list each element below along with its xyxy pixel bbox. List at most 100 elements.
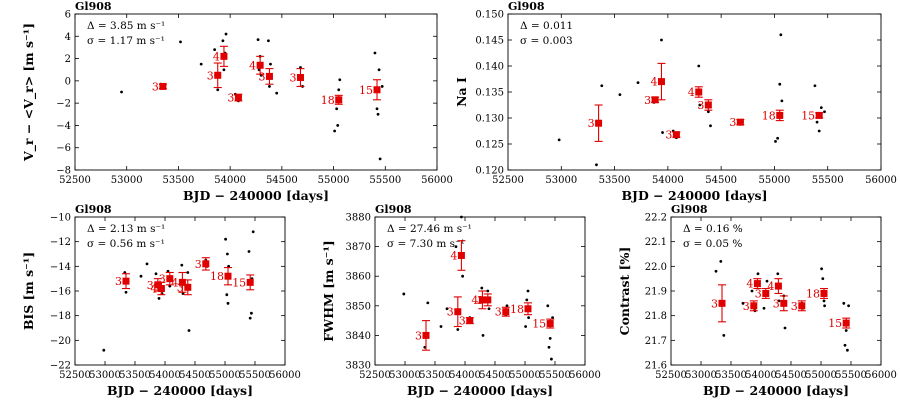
stat-annotation: σ = 0.003 [520, 35, 573, 47]
data-point [780, 99, 784, 103]
data-point [335, 107, 339, 111]
data-point [481, 334, 485, 337]
data-point [697, 64, 701, 68]
data-point [251, 230, 255, 234]
epoch-mean-marker [466, 317, 474, 325]
data-point [224, 237, 228, 241]
epoch-count-label: 15 [532, 318, 546, 331]
data-point [154, 272, 158, 276]
x-tick-label: 53500 [163, 175, 195, 186]
epoch-count-label: 3 [177, 281, 184, 294]
data-point [402, 292, 406, 296]
x-tick-label: 52500 [59, 175, 91, 186]
epoch-mean-marker [234, 94, 242, 102]
chart-panel-5: 5250053000535005400054500550005550056000… [617, 203, 897, 398]
y-tick-label: 3850 [346, 301, 371, 312]
x-tick-label: 52500 [359, 370, 391, 381]
epoch-count-label: 4 [650, 76, 657, 89]
y-axis-title: V_r − <V_r> [m s⁻¹] [21, 23, 37, 162]
epoch-count-label: 18 [210, 270, 224, 283]
stat-annotation: σ = 7.30 m s⁻¹ [387, 238, 465, 250]
x-tick-label: 54500 [705, 175, 737, 186]
data-point [336, 124, 340, 127]
epoch-mean-marker [178, 278, 186, 286]
data-point [187, 329, 191, 332]
y-tick-label: 21.8 [645, 311, 667, 322]
data-point [375, 107, 379, 111]
epoch-mean-marker [202, 260, 210, 268]
epoch-mean-marker [736, 118, 744, 126]
stat-annotation: Δ = 3.85 m s⁻¹ [87, 20, 165, 32]
data-point [815, 120, 819, 124]
data-point [846, 348, 849, 352]
epoch-mean-marker [776, 111, 784, 119]
epoch-count-label: 18 [510, 303, 524, 316]
y-axis-title: FWHM [m s⁻¹] [321, 240, 336, 341]
data-point [247, 250, 251, 253]
epoch-count-label: 3 [415, 329, 422, 342]
epoch-mean-marker [750, 302, 758, 310]
epoch-count-label: 4 [249, 59, 256, 72]
data-point [157, 297, 161, 300]
data-point [661, 131, 664, 134]
epoch-mean-marker [154, 281, 162, 289]
x-tick-label: 54000 [745, 370, 777, 381]
data-point [525, 298, 529, 302]
x-tick-label: 53000 [89, 370, 121, 381]
epoch-mean-marker [704, 101, 712, 109]
data-point [698, 103, 702, 107]
x-axis-title: BJD − 240000 [days] [703, 383, 849, 398]
epoch-count-label: 3 [495, 306, 502, 319]
x-tick-label: 55500 [835, 370, 867, 381]
x-tick-label: 55000 [759, 175, 791, 186]
data-point [600, 84, 604, 88]
data-point [378, 157, 382, 161]
epoch-mean-marker [502, 308, 510, 316]
x-tick-label: 55500 [812, 175, 844, 186]
epoch-mean-marker [457, 251, 465, 259]
data-point [777, 299, 781, 303]
data-point [480, 286, 484, 290]
data-point [460, 215, 463, 219]
data-point [526, 289, 530, 293]
panel-title: Gl908 [75, 203, 112, 216]
data-point [426, 301, 430, 305]
epoch-mean-marker [484, 296, 492, 304]
epoch-count-label: 3 [588, 117, 595, 130]
plot-frame [374, 216, 586, 366]
y-axis-title: Na I [454, 77, 469, 107]
epoch-mean-marker [774, 282, 782, 290]
epoch-count-label: 4 [471, 294, 478, 307]
y-tick-label: 3840 [346, 331, 371, 342]
data-point [819, 106, 823, 109]
y-tick-label: −16 [50, 287, 71, 298]
epoch-count-label: 3 [477, 294, 484, 307]
data-point [373, 51, 377, 55]
epoch-count-label: 3 [227, 92, 234, 105]
data-point [226, 252, 229, 256]
epoch-count-label: 15 [801, 109, 815, 122]
data-point [333, 129, 337, 133]
x-tick-label: 56000 [421, 175, 453, 186]
data-point [550, 357, 553, 361]
stat-annotation: Δ = 0.16 % [683, 223, 743, 235]
x-tick-label: 54000 [449, 370, 481, 381]
epoch-count-label: 15 [828, 317, 842, 330]
data-point [139, 274, 143, 278]
epoch-mean-marker [454, 308, 462, 316]
y-tick-label: 3870 [346, 242, 371, 253]
panel-title: Gl908 [375, 203, 412, 216]
x-tick-label: 56000 [865, 175, 897, 186]
x-axis-title: BJD − 240000 [days] [183, 188, 329, 203]
chart-panel-1: 52500 53000 53500 54000 54500 55000 55500 56000… [21, 0, 453, 203]
data-point [719, 260, 723, 263]
y-tick-label: 22.1 [645, 237, 667, 248]
y-tick-label: 6 [65, 10, 71, 21]
x-tick-label: 55500 [539, 370, 571, 381]
data-point [376, 112, 380, 116]
data-point [822, 299, 826, 303]
y-tick-label: 22.0 [645, 262, 667, 273]
data-point [505, 304, 509, 308]
plot-frame [74, 13, 438, 171]
y-tick-label: 0 [65, 76, 71, 87]
